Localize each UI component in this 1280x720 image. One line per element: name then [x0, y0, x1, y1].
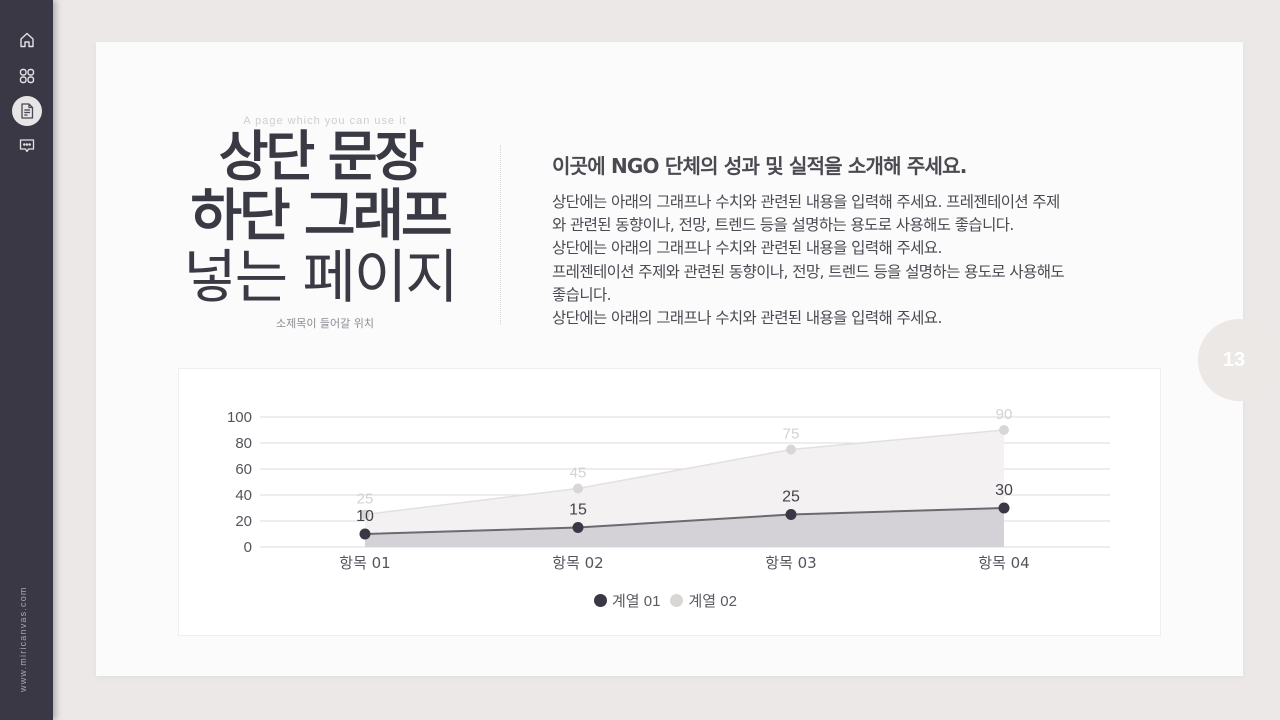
- sidebar-item-comment[interactable]: [12, 131, 42, 161]
- y-tick-label: 40: [235, 487, 252, 504]
- title-line-1: 상단 문장: [218, 125, 425, 188]
- title-eyebrow: A page which you can use it: [243, 115, 407, 127]
- x-tick-label: 항목 04: [978, 554, 1029, 572]
- description-heading: 이곳에 NGO 단체의 성과 및 실적을 소개해 주세요.: [552, 154, 967, 178]
- title-block: A page which you can use it 상단 문장 하단 그래프…: [170, 110, 470, 331]
- legend-label: 계열 02: [688, 593, 737, 610]
- series-1-point[interactable]: [572, 522, 584, 533]
- series-2-data-label: 45: [570, 465, 587, 482]
- legend-item-series-2[interactable]: 계열 02: [670, 590, 737, 611]
- series-1-area: [365, 508, 1004, 547]
- page-number-badge: 13: [1198, 319, 1280, 401]
- dotted-divider: [500, 145, 501, 325]
- chart-legend: 계열 01 계열 02: [594, 590, 737, 611]
- legend-item-series-1[interactable]: 계열 01: [594, 590, 660, 611]
- series-1-data-label: 30: [995, 482, 1013, 499]
- sidebar-item-templates[interactable]: [12, 61, 42, 91]
- subtitle: 소제목이 들어갈 위치: [275, 317, 375, 330]
- grid-icon: [19, 68, 35, 84]
- sidebar-item-document[interactable]: [12, 96, 42, 126]
- series-1-data-label: 15: [569, 502, 587, 519]
- series-2-data-label: 90: [996, 406, 1013, 423]
- y-tick-label: 20: [235, 513, 252, 530]
- y-tick-label: 100: [227, 409, 252, 426]
- series-1-line: [364, 507, 1005, 535]
- body-line: 프레젠테이션 주제와 관련된 동향이나, 전망, 트렌드 등을 설명하는 용도로…: [552, 262, 1065, 281]
- document-icon: [21, 103, 34, 119]
- y-tick-label: 0: [244, 539, 252, 556]
- y-tick-label: 80: [235, 435, 252, 452]
- series-2-line: [364, 429, 1005, 516]
- x-tick-label: 항목 02: [552, 554, 603, 572]
- x-tick-label: 항목 03: [765, 554, 816, 572]
- series-1-point[interactable]: [785, 509, 797, 520]
- series-1-point[interactable]: [359, 528, 371, 540]
- series-2-data-label: 75: [783, 426, 800, 443]
- body-line: 상단에는 아래의 그래프나 수치와 관련된 내용을 입력해 주세요. 프레젠테이…: [552, 193, 1060, 211]
- title-line-2: 하단 그래프: [190, 184, 452, 249]
- series-2-data-label: 25: [357, 491, 374, 508]
- series-1-data-label: 10: [356, 508, 374, 525]
- home-icon: [20, 32, 34, 48]
- series-1-point[interactable]: [998, 502, 1010, 514]
- series-2-point[interactable]: [360, 509, 370, 520]
- series-2-point[interactable]: [999, 425, 1009, 435]
- body-line: 상단에는 아래의 그래프나 수치와 관련된 내용을 입력해 주세요.: [552, 239, 942, 258]
- sidebar-item-home[interactable]: [12, 25, 42, 55]
- sidebar: www.miricanvas.com: [0, 0, 53, 720]
- body-line: 좋습니다.: [552, 285, 612, 304]
- x-tick-label: 항목 01: [339, 554, 390, 572]
- legend-dot-series-2: [670, 594, 684, 607]
- description-body: 상단에는 아래의 그래프나 수치와 관련된 내용을 입력해 주세요. 프레젠테이…: [552, 191, 1152, 330]
- legend-dot-series-1: [594, 594, 607, 607]
- title-line-3: 넣는 페이지: [183, 243, 458, 311]
- brand-url: www.miricanvas.com: [18, 586, 28, 692]
- legend-label: 계열 01: [612, 593, 661, 610]
- body-line: 와 관련된 동향이나, 전망, 트렌드 등을 설명하는 용도로 사용해도 좋습니…: [552, 216, 1014, 235]
- series-1-data-label: 25: [782, 489, 800, 506]
- y-tick-label: 60: [235, 461, 252, 478]
- series-2-point[interactable]: [786, 444, 796, 455]
- comment-icon: [19, 139, 35, 153]
- series-2-point[interactable]: [573, 483, 583, 494]
- body-line: 상단에는 아래의 그래프나 수치와 관련된 내용을 입력해 주세요.: [552, 309, 942, 328]
